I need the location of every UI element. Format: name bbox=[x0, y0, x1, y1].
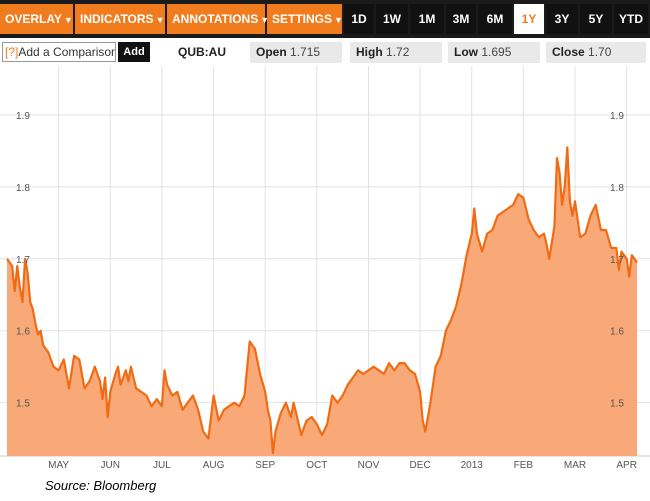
annotations-menu-button[interactable]: ANNOTATIONS ▼ bbox=[167, 4, 269, 34]
price-chart[interactable]: 1.9 1.9 1.8 1.8 1.7 1.7 1.6 1.6 1.5 1.5 MAY JUN JUL… bbox=[0, 66, 650, 476]
x-tick-label: MAR bbox=[564, 460, 586, 471]
x-tick-label: AUG bbox=[203, 460, 225, 471]
y-tick-label-right: 1.8 bbox=[610, 183, 624, 194]
range-5y-button[interactable]: 5Y bbox=[580, 4, 612, 34]
source-note: Source: Bloomberg bbox=[45, 478, 157, 493]
high-label: High bbox=[356, 45, 383, 59]
open-label: Open bbox=[256, 45, 287, 59]
chevron-down-icon: ▼ bbox=[260, 15, 270, 25]
range-1m-button[interactable]: 1M bbox=[410, 4, 444, 34]
range-1y-button[interactable]: 1Y bbox=[514, 4, 544, 34]
range-6m-button[interactable]: 6M bbox=[478, 4, 512, 34]
x-tick-label: DEC bbox=[410, 460, 431, 471]
ticker-symbol: QUB:AU bbox=[178, 45, 226, 59]
x-tick-label: MAY bbox=[48, 460, 69, 471]
indicators-label: INDICATORS bbox=[80, 12, 154, 26]
open-value: 1.715 bbox=[290, 45, 321, 59]
y-tick-label-right: 1.5 bbox=[610, 399, 624, 410]
help-hint[interactable]: [?] bbox=[5, 45, 19, 59]
close-value: 1.70 bbox=[588, 45, 612, 59]
chart-toolbar: OVERLAY ▼ INDICATORS ▼ ANNOTATIONS ▼ SETTIN… bbox=[0, 0, 650, 38]
settings-menu-button[interactable]: SETTINGS ▼ bbox=[267, 4, 343, 34]
x-axis-labels: MAY JUN JUL AUG SEP OCT NOV DEC 2013 FEB MAR APR bbox=[48, 460, 637, 471]
y-axis-labels: 1.9 1.9 1.8 1.8 1.7 1.7 1.6 1.6 1.5 1.5 bbox=[16, 111, 624, 410]
overlay-menu-button[interactable]: OVERLAY ▼ bbox=[0, 4, 73, 34]
x-tick-label: FEB bbox=[514, 460, 534, 471]
chevron-down-icon: ▼ bbox=[334, 15, 343, 25]
range-3m-button[interactable]: 3M bbox=[446, 4, 476, 34]
close-quote: Close 1.70 bbox=[546, 42, 646, 63]
price-area bbox=[7, 147, 637, 457]
x-tick-label: JUN bbox=[101, 460, 120, 471]
open-quote: Open 1.715 bbox=[250, 42, 342, 63]
x-tick-label: 2013 bbox=[461, 460, 484, 471]
x-tick-label: OCT bbox=[306, 460, 327, 471]
range-1w-button[interactable]: 1W bbox=[376, 4, 408, 34]
overlay-label: OVERLAY bbox=[5, 12, 62, 26]
add-comparison-button[interactable]: Add bbox=[118, 42, 150, 62]
x-tick-label: JUL bbox=[153, 460, 171, 471]
x-tick-label: SEP bbox=[255, 460, 275, 471]
annotations-label: ANNOTATIONS bbox=[172, 12, 259, 26]
close-label: Close bbox=[552, 45, 585, 59]
range-ytd-button[interactable]: YTD bbox=[614, 4, 648, 34]
y-tick-label-right: 1.7 bbox=[610, 255, 624, 266]
range-1d-button[interactable]: 1D bbox=[344, 4, 374, 34]
price-line bbox=[6, 146, 638, 455]
y-tick-label-right: 1.9 bbox=[610, 111, 624, 122]
y-tick-label-left: 1.7 bbox=[16, 255, 30, 266]
y-tick-label-left: 1.9 bbox=[16, 111, 30, 122]
chevron-down-icon: ▼ bbox=[155, 15, 165, 25]
low-label: Low bbox=[454, 45, 478, 59]
chevron-down-icon: ▼ bbox=[63, 15, 73, 25]
settings-label: SETTINGS bbox=[272, 12, 333, 26]
low-value: 1.695 bbox=[481, 45, 512, 59]
high-value: 1.72 bbox=[386, 45, 410, 59]
indicators-menu-button[interactable]: INDICATORS ▼ bbox=[75, 4, 165, 34]
x-tick-label: NOV bbox=[358, 460, 380, 471]
x-tick-label: APR bbox=[616, 460, 637, 471]
y-tick-label-right: 1.6 bbox=[610, 327, 624, 338]
y-tick-label-left: 1.5 bbox=[16, 399, 30, 410]
y-tick-label-left: 1.8 bbox=[16, 183, 30, 194]
comparison-placeholder: Add a Comparison bbox=[18, 45, 116, 59]
comparison-input[interactable]: [?]Add a Comparison bbox=[2, 42, 116, 62]
y-tick-label-left: 1.6 bbox=[16, 327, 30, 338]
low-quote: Low 1.695 bbox=[448, 42, 540, 63]
high-quote: High 1.72 bbox=[350, 42, 442, 63]
range-3y-button[interactable]: 3Y bbox=[546, 4, 578, 34]
